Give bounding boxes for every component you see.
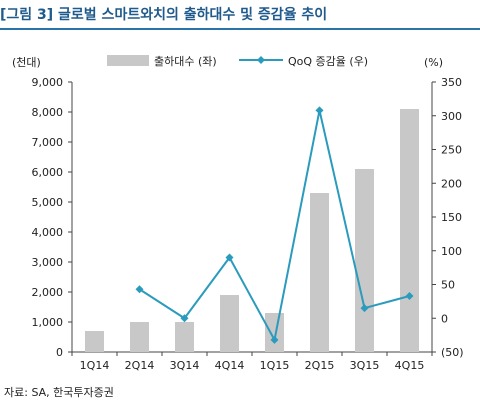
right-tick-label: 50 [441, 279, 455, 292]
left-axis-unit: (천대) [12, 55, 41, 69]
line-marker [360, 304, 369, 313]
x-tick-label: 2Q15 [305, 359, 335, 372]
bar [130, 322, 149, 352]
bar [85, 331, 104, 352]
line-marker [180, 314, 189, 323]
line-marker [135, 285, 144, 294]
left-tick-label: 0 [56, 346, 63, 359]
legend: 출하대수 (좌) QoQ 증감율 (우) [107, 54, 368, 68]
bar [175, 322, 194, 352]
left-tick-label: 3,000 [32, 256, 64, 269]
right-tick-label: (50) [441, 346, 464, 359]
x-tick-label: 3Q15 [350, 359, 380, 372]
legend-bar-swatch [107, 55, 149, 66]
bar [355, 169, 374, 352]
x-tick-label: 4Q14 [215, 359, 245, 372]
left-tick-label: 1,000 [32, 316, 64, 329]
x-tick-label: 1Q14 [80, 359, 110, 372]
x-tick-label: 3Q14 [170, 359, 200, 372]
x-tick-label: 2Q14 [125, 359, 155, 372]
legend-line-label: QoQ 증감율 (우) [288, 55, 368, 68]
left-tick-label: 2,000 [32, 286, 64, 299]
right-tick-label: 150 [441, 211, 462, 224]
x-tick-label: 1Q15 [260, 359, 290, 372]
right-tick-label: 0 [441, 312, 448, 325]
line-marker [405, 291, 414, 300]
left-tick-label: 7,000 [32, 136, 64, 149]
line-marker [270, 335, 279, 344]
bar [265, 313, 284, 352]
right-axis-unit: (%) [424, 56, 443, 69]
line-marker [315, 106, 324, 115]
source-note: 자료: SA, 한국투자증권 [4, 386, 114, 399]
left-tick-label: 4,000 [32, 226, 64, 239]
bar [220, 295, 239, 352]
right-tick-label: 300 [441, 110, 462, 123]
line-series [135, 106, 414, 344]
bar [310, 193, 329, 352]
legend-bar-label: 출하대수 (좌) [154, 54, 217, 68]
right-tick-label: 250 [441, 144, 462, 157]
legend-line-marker [257, 56, 265, 64]
left-tick-label: 9,000 [32, 76, 64, 89]
left-tick-label: 8,000 [32, 106, 64, 119]
x-tick-label: 4Q15 [395, 359, 425, 372]
bar [400, 109, 419, 352]
right-tick-label: 100 [441, 245, 462, 258]
right-tick-label: 200 [441, 177, 462, 190]
chart-title: [그림 3] 글로벌 스마트와치의 출하대수 및 증감율 추이 [0, 2, 480, 30]
line-marker [225, 253, 234, 262]
bar-series [85, 109, 419, 352]
right-tick-label: 350 [441, 76, 462, 89]
left-tick-label: 6,000 [32, 166, 64, 179]
left-tick-label: 5,000 [32, 196, 64, 209]
axes: 0 1,000 2,000 3,000 4,000 5,000 6,000 7,000 8,00… [12, 55, 464, 372]
